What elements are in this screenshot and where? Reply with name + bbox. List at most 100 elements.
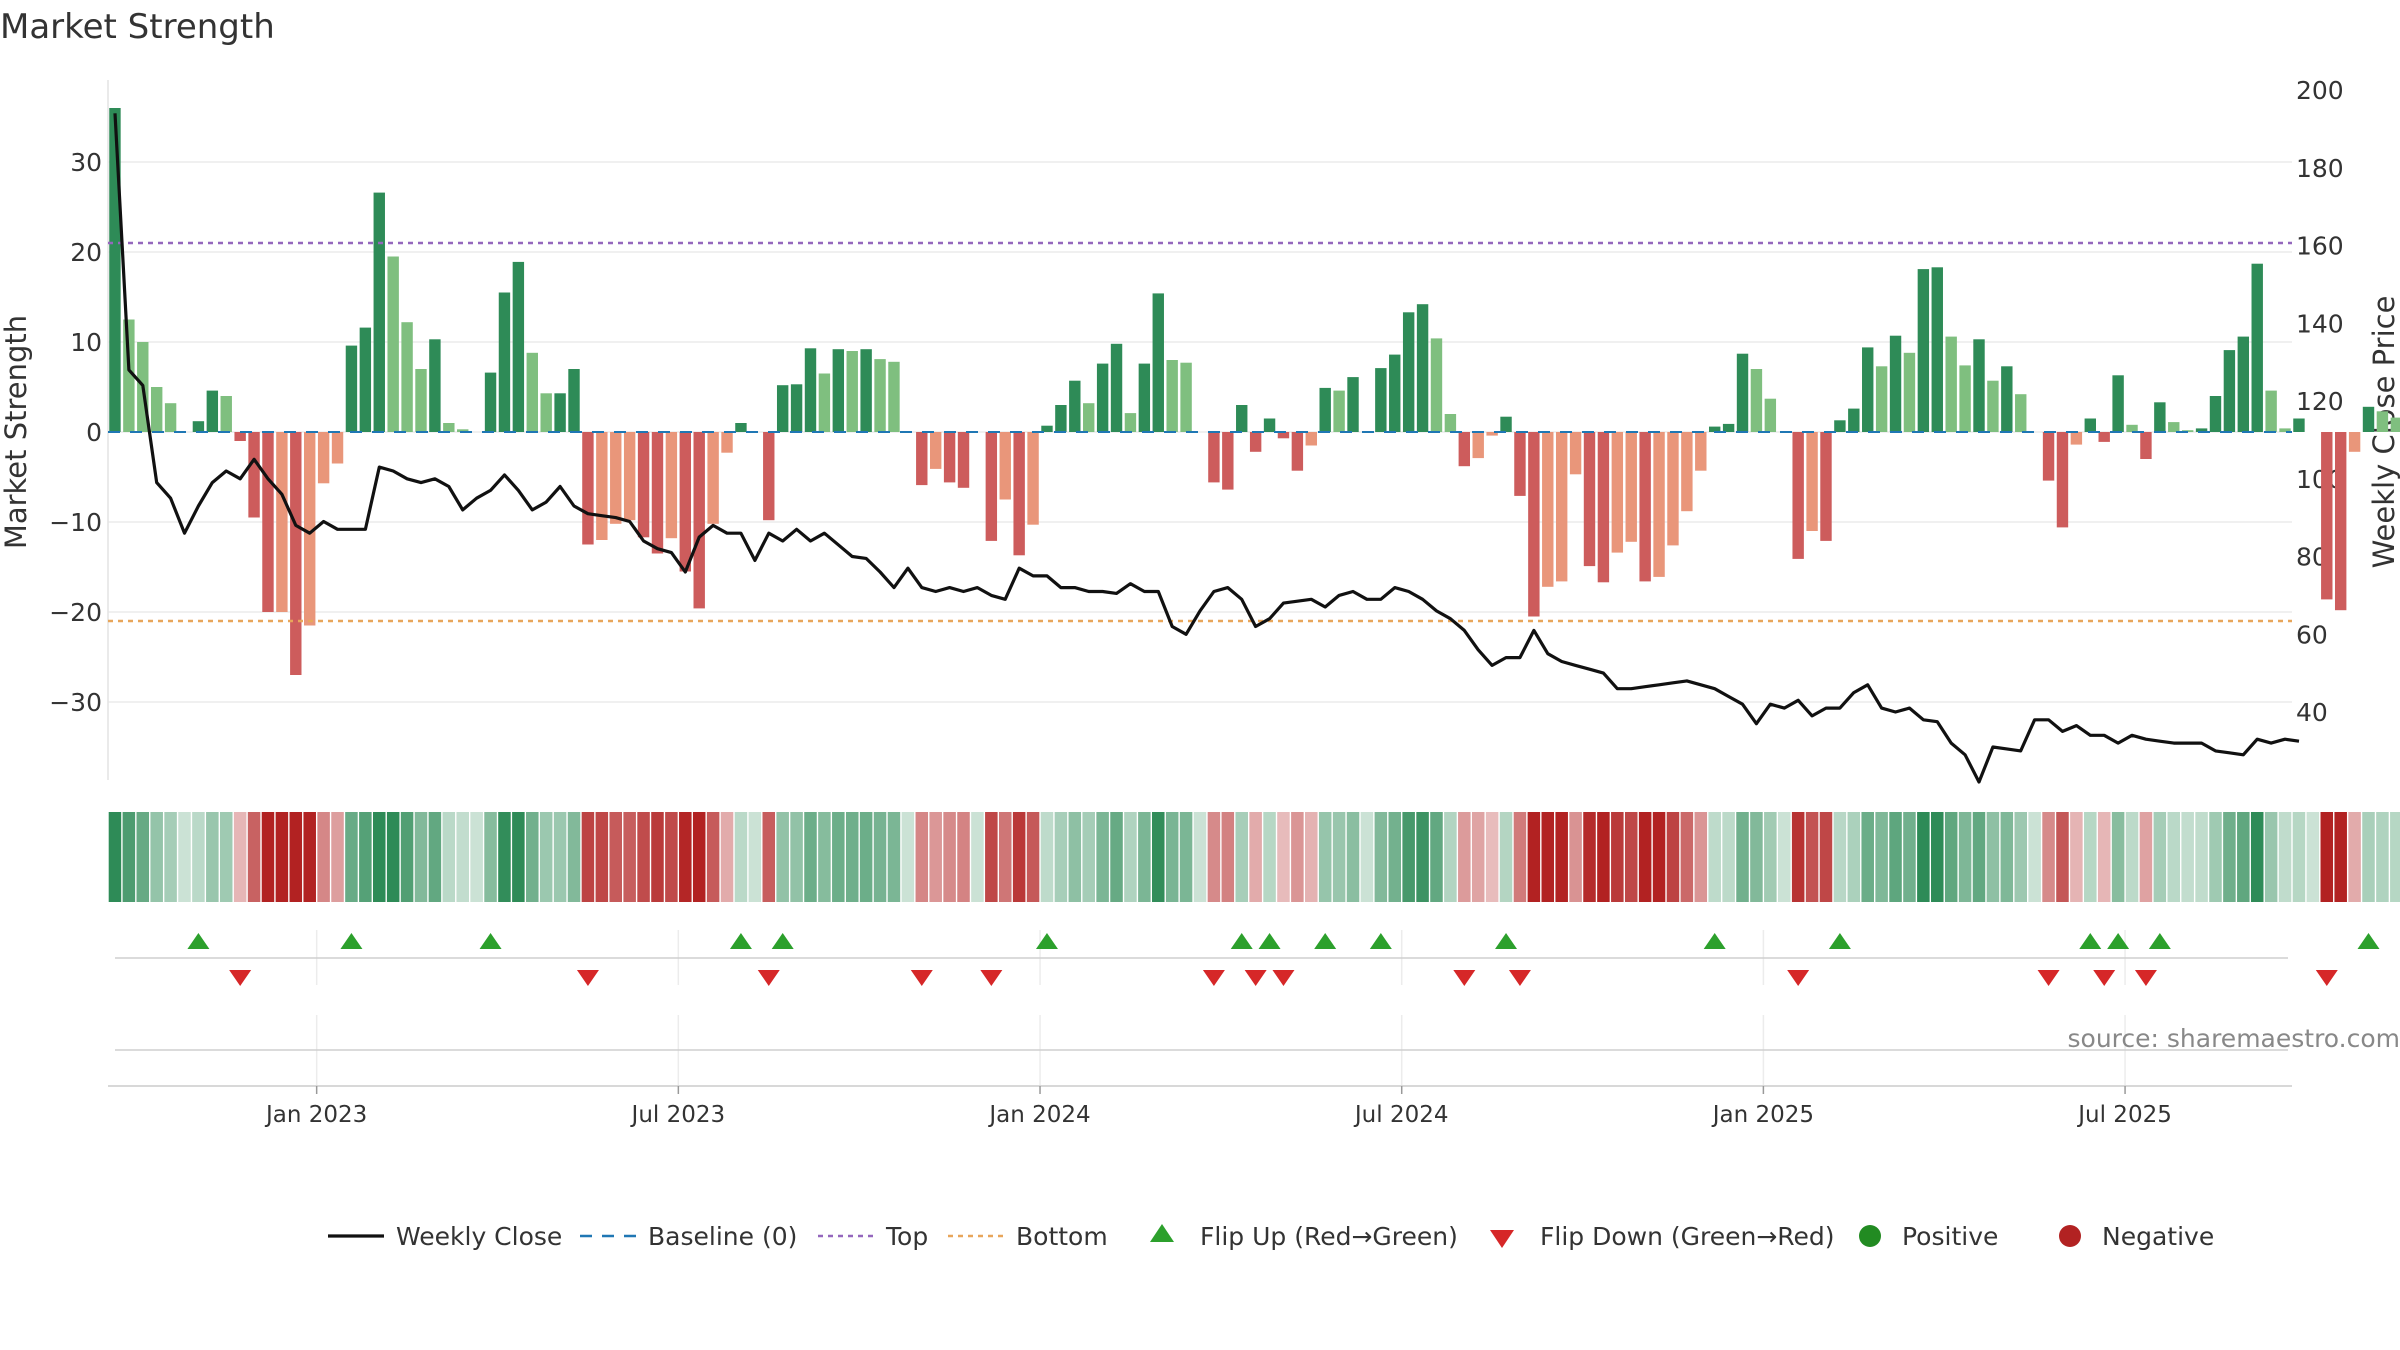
heat-cell <box>289 812 303 902</box>
strength-bar <box>1416 304 1429 432</box>
legend-label: Top <box>885 1222 928 1251</box>
strength-bar <box>1013 432 1025 556</box>
strength-bar <box>2209 396 2222 432</box>
strength-bar <box>2168 422 2180 432</box>
heat-cell <box>247 812 261 902</box>
strength-bar <box>2140 432 2152 459</box>
strength-bar <box>2321 432 2333 600</box>
heat-cell <box>2139 812 2153 902</box>
heat-cell <box>1263 812 1276 902</box>
heat-cell <box>1875 812 1888 902</box>
strength-bar <box>1597 432 1610 583</box>
heat-cell <box>623 812 636 902</box>
flip-markers-panel <box>115 930 2380 986</box>
heat-cell <box>1777 812 1791 902</box>
heat-cell <box>1764 812 1777 902</box>
strength-bar <box>804 348 817 432</box>
heat-cell <box>470 812 483 902</box>
strength-bar <box>2001 366 2013 432</box>
heat-cell <box>637 812 650 902</box>
strength-bar <box>651 432 664 554</box>
heat-cell <box>1736 812 1749 902</box>
strength-bar <box>957 432 970 488</box>
strength-bar <box>248 432 260 518</box>
flip-down-marker <box>2093 970 2116 986</box>
heat-cell <box>1402 812 1415 902</box>
x-tick-label: Jul 2024 <box>1353 1102 1449 1128</box>
heat-cell <box>164 812 177 902</box>
strength-bar <box>401 322 413 432</box>
heat-cell <box>414 812 428 902</box>
flip-up-marker <box>1258 933 1281 949</box>
heat-cell <box>1652 812 1666 902</box>
strength-bar <box>512 261 525 432</box>
strength-bar <box>2042 432 2055 481</box>
strength-bar <box>1027 432 1039 525</box>
strength-bar <box>1917 269 1930 432</box>
heat-cell <box>2167 812 2181 902</box>
heat-cell <box>790 812 803 902</box>
heat-cell <box>1444 812 1457 902</box>
y-tick-label-right: 140 <box>2296 309 2344 338</box>
legend-label: Baseline (0) <box>648 1222 797 1251</box>
strength-bar <box>498 292 511 432</box>
heat-cell <box>2084 812 2097 902</box>
flip-up-marker <box>1828 933 1851 949</box>
strength-bar <box>610 432 622 524</box>
heat-cell <box>776 812 789 902</box>
heat-cell <box>1541 812 1555 902</box>
strength-bar <box>860 349 872 432</box>
heat-cell <box>178 812 191 902</box>
heat-cell <box>2237 812 2250 902</box>
strength-bar <box>1055 405 1067 432</box>
strength-bar <box>1931 267 1943 432</box>
bottom-panel <box>108 1015 2292 1087</box>
strength-bar <box>387 256 399 432</box>
strength-bar <box>2334 432 2347 611</box>
strength-bar <box>916 432 928 486</box>
strength-bar <box>1889 335 1902 432</box>
flip-up-marker <box>479 933 502 949</box>
strength-bar <box>540 393 552 432</box>
heat-cell <box>442 812 456 902</box>
strength-bar <box>2098 432 2110 442</box>
legend-item-bottom: Bottom <box>948 1222 1108 1251</box>
strength-bar <box>1583 432 1596 567</box>
x-axis-ticks: Jan 2023 Jul 2023 Jan 2024 Jul 2024 Jan 2025… <box>264 1086 2172 1128</box>
strength-bar <box>1069 380 1081 432</box>
heat-cell <box>275 812 289 902</box>
heat-cell <box>1068 812 1082 902</box>
heat-cell <box>498 812 511 902</box>
strength-bar <box>2112 375 2124 432</box>
strength-bar <box>1834 420 1846 432</box>
strength-bar <box>1722 423 1735 432</box>
strength-bar <box>1653 432 1665 577</box>
heat-cell <box>1722 812 1735 902</box>
heat-cell <box>2334 812 2347 902</box>
strength-bar <box>1083 403 1095 432</box>
strength-bar <box>1555 432 1568 582</box>
strength-bar <box>2390 417 2400 432</box>
strength-bar <box>234 432 246 441</box>
flip-down-marker <box>910 970 933 986</box>
heat-cell <box>859 812 873 902</box>
y-tick-label-left: 0 <box>86 418 102 447</box>
strength-bar <box>1472 432 1484 459</box>
heat-cell <box>1597 812 1610 902</box>
heat-cell <box>720 812 734 902</box>
strength-bar <box>1973 339 1985 432</box>
heat-cell <box>108 812 122 902</box>
strength-bar <box>304 432 316 626</box>
heat-cell <box>1221 812 1235 902</box>
flip-up-marker <box>2079 933 2102 949</box>
flip-down-marker <box>980 970 1003 986</box>
strength-bar <box>943 432 956 483</box>
heat-cell <box>2181 812 2194 902</box>
heat-cell <box>1624 812 1638 902</box>
strength-bars <box>109 108 2400 675</box>
heat-cell <box>748 812 762 902</box>
strength-bar <box>359 327 372 432</box>
strength-bar <box>1903 352 1916 432</box>
heat-cell <box>1471 812 1485 902</box>
strength-bar <box>2265 390 2277 432</box>
